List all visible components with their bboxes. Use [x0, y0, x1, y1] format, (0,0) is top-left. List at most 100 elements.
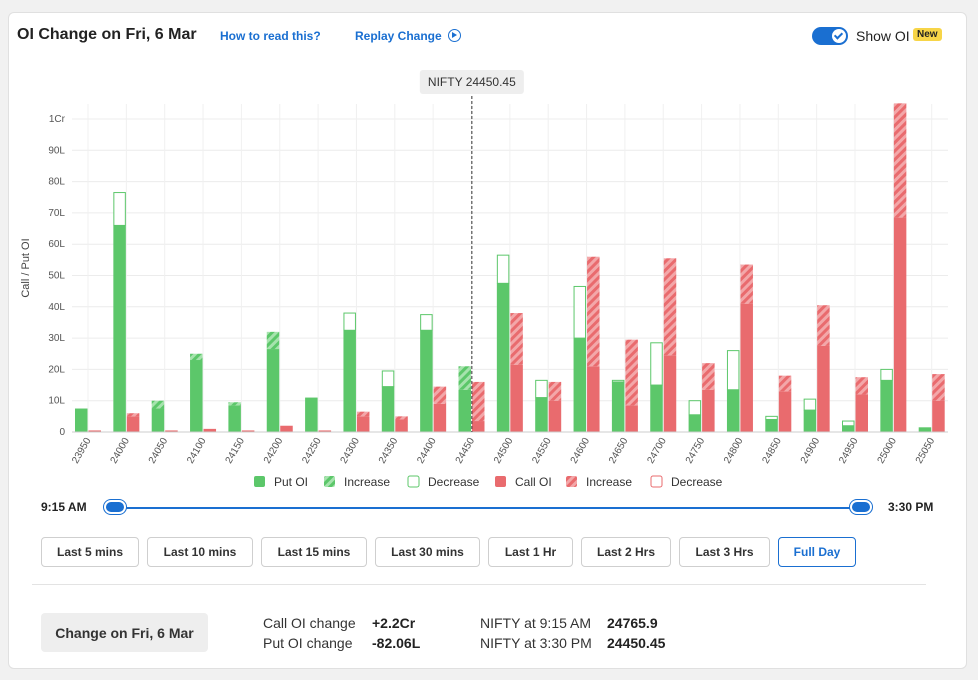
put-decrease-bar	[650, 342, 663, 386]
x-tick-label: 24950	[837, 436, 861, 466]
put-oi-bar	[343, 330, 356, 432]
page-title: OI Change on Fri, 6 Mar	[17, 26, 197, 43]
how-to-read-link[interactable]: How to read this?	[220, 29, 321, 43]
call-increase-bar	[855, 377, 868, 395]
spot-price-box	[419, 70, 524, 94]
call-increase-bar	[356, 411, 370, 417]
call-increase-bar	[932, 374, 945, 401]
call-oi-bar	[318, 430, 332, 432]
y-tick-label: 70L	[48, 208, 65, 219]
call-increase-bar	[778, 375, 792, 392]
put-decrease-bar	[535, 379, 548, 399]
time-slider-track[interactable]	[106, 507, 852, 509]
put-oi-bar	[765, 419, 778, 432]
legend-swatch-put_dec	[407, 475, 420, 488]
put-oi-bar	[726, 389, 740, 432]
put-oi-bar	[458, 389, 471, 432]
check-icon	[832, 29, 846, 43]
call-increase-bar	[587, 256, 600, 367]
range-last-10-mins-button[interactable]: Last 10 mins	[147, 537, 253, 567]
put-decrease-bar	[765, 415, 778, 420]
range-last-1-hr-button[interactable]: Last 1 Hr	[488, 537, 573, 567]
legend-label-call_oi: Call OI	[515, 475, 552, 489]
call-oi-bar	[893, 217, 907, 432]
put-decrease-bar	[381, 370, 395, 388]
call-increase-bar	[817, 305, 830, 346]
spot-price-label: NIFTY 24450.45	[428, 75, 516, 89]
call-oi-bar	[126, 416, 140, 432]
call-oi-bar	[740, 303, 753, 432]
put-oi-bar	[75, 408, 88, 432]
slider-start-time: 9:15 AM	[41, 500, 87, 514]
slider-end-time: 3:30 PM	[888, 500, 934, 514]
put-decrease-bar	[611, 379, 625, 383]
x-tick-label: 24300	[339, 436, 363, 466]
x-tick-label: 24600	[569, 436, 593, 466]
x-tick-label: 24000	[109, 436, 133, 466]
put-oi-bar	[113, 225, 126, 432]
x-tick-label: 24650	[607, 436, 631, 466]
call-oi-bar	[932, 400, 945, 432]
put-decrease-bar	[573, 285, 587, 339]
x-tick-label: 24100	[185, 436, 209, 466]
legend-swatch-put_oi	[254, 476, 265, 487]
call-oi-bar	[587, 366, 600, 432]
y-tick-label: 30L	[48, 333, 65, 344]
range-last-30-mins-button[interactable]: Last 30 mins	[375, 537, 480, 567]
call-oi-bar	[88, 430, 101, 432]
put-increase-bar	[266, 331, 280, 350]
x-tick-label: 24900	[799, 436, 823, 466]
range-last-15-mins-button[interactable]: Last 15 mins	[261, 537, 367, 567]
range-last-5-mins-button[interactable]: Last 5 mins	[41, 537, 139, 567]
call-oi-bar	[663, 355, 677, 432]
put-oi-bar	[688, 414, 702, 432]
call-oi-bar	[280, 425, 293, 432]
call-oi-change-label: Call OI change	[263, 615, 356, 631]
slider-start-handle[interactable]	[104, 500, 126, 514]
y-tick-label: 20L	[48, 364, 65, 375]
slider-end-handle[interactable]	[850, 500, 872, 514]
play-circle-icon	[447, 29, 461, 42]
replay-change-link[interactable]: Replay Change	[355, 29, 461, 43]
call-oi-bar	[778, 391, 792, 432]
call-oi-bar	[433, 403, 447, 432]
y-axis-title: Call / Put OI	[20, 238, 32, 297]
range-last-3-hrs-button[interactable]: Last 3 Hrs	[679, 537, 770, 567]
put-oi-bar	[573, 338, 587, 432]
nifty-end-label: NIFTY at 3:30 PM	[480, 635, 592, 651]
call-increase-bar	[510, 313, 523, 365]
range-last-2-hrs-button[interactable]: Last 2 Hrs	[581, 537, 671, 567]
nifty-start-value: 24765.9	[607, 615, 658, 631]
x-tick-label: 24350	[377, 436, 401, 466]
call-increase-bar	[702, 363, 715, 390]
call-increase-bar	[625, 339, 638, 406]
call-oi-bar	[472, 421, 485, 432]
range-full-day-button[interactable]: Full Day	[778, 537, 856, 567]
call-increase-bar	[395, 416, 408, 420]
x-tick-label: 24400	[415, 436, 439, 466]
put-increase-bar	[151, 400, 165, 409]
x-tick-label: 24550	[530, 436, 554, 466]
put-decrease-bar	[726, 350, 740, 391]
put-oi-bar	[535, 397, 548, 432]
call-oi-bar	[356, 416, 370, 432]
call-increase-bar	[126, 413, 140, 417]
x-tick-label: 24500	[492, 436, 516, 466]
nifty-start-label: NIFTY at 9:15 AM	[480, 615, 592, 631]
put-decrease-bar	[803, 398, 817, 411]
put-oi-bar	[266, 349, 280, 432]
x-tick-label: 24450	[454, 436, 478, 466]
show-oi-toggle[interactable]	[812, 27, 848, 45]
call-oi-bar	[510, 364, 523, 432]
legend-label-put_inc: Increase	[344, 475, 390, 489]
change-date-button[interactable]: Change on Fri, 6 Mar	[41, 613, 208, 652]
replay-change-label: Replay Change	[355, 29, 442, 43]
legend-swatch-call_inc	[566, 476, 577, 487]
x-tick-label: 24850	[760, 436, 784, 466]
put-increase-bar	[458, 366, 471, 390]
y-tick-label: 90L	[48, 145, 65, 156]
call-oi-bar	[203, 428, 217, 432]
y-tick-label: 50L	[48, 271, 65, 282]
put-oi-change-value: -82.06L	[372, 635, 421, 651]
legend-label-put_dec: Decrease	[428, 475, 480, 489]
